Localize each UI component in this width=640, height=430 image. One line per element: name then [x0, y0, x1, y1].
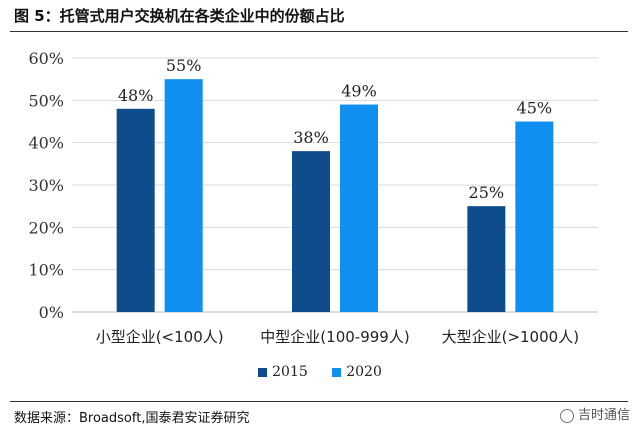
data-label: 49%	[341, 82, 377, 101]
y-tick-label: 30%	[28, 176, 64, 195]
watermark-text: 吉时通信	[577, 408, 630, 423]
bar-2015	[467, 206, 506, 312]
data-label: 25%	[469, 183, 505, 202]
y-tick-label: 50%	[28, 91, 64, 110]
legend-item-2015: 2015	[258, 364, 308, 380]
bar-2015	[116, 108, 155, 312]
chart-title: 图 5：托管式用户交换机在各类企业中的份额占比	[14, 7, 345, 25]
legend-swatch-2015	[258, 367, 268, 377]
bottom-divider	[10, 401, 628, 402]
bar-2020	[164, 79, 203, 312]
data-label: 48%	[118, 86, 154, 105]
bar-2020	[515, 121, 554, 312]
data-label: 38%	[293, 128, 329, 147]
y-tick-label: 40%	[28, 134, 64, 153]
chart-legend: 2015 2020	[0, 364, 640, 380]
category-label: 中型企业(100-999人)	[260, 328, 409, 346]
data-label: 45%	[517, 99, 553, 118]
category-label: 大型企业(>1000人)	[442, 328, 579, 346]
wechat-icon	[559, 408, 574, 423]
legend-label-2015: 2015	[272, 364, 308, 380]
legend-item-2020: 2020	[332, 364, 382, 380]
watermark: 吉时通信	[559, 404, 630, 423]
legend-swatch-2020	[332, 367, 342, 377]
y-tick-label: 20%	[28, 218, 64, 237]
top-divider	[10, 31, 628, 32]
bar-2015	[292, 151, 330, 312]
bar-2020	[340, 104, 378, 312]
y-tick-label: 0%	[39, 303, 64, 322]
y-tick-label: 10%	[28, 261, 64, 280]
category-label: 小型企业(<100人)	[96, 328, 224, 346]
source-note: 数据来源：Broadsoft,国泰君安证券研究	[14, 411, 250, 426]
data-label: 55%	[166, 56, 202, 75]
y-tick-label: 60%	[28, 49, 64, 68]
legend-label-2020: 2020	[346, 364, 382, 380]
bar-chart: 0% 10% 20% 30% 40% 50% 60% 48% 55% 小型企业(<100人) 38%…	[28, 49, 598, 346]
